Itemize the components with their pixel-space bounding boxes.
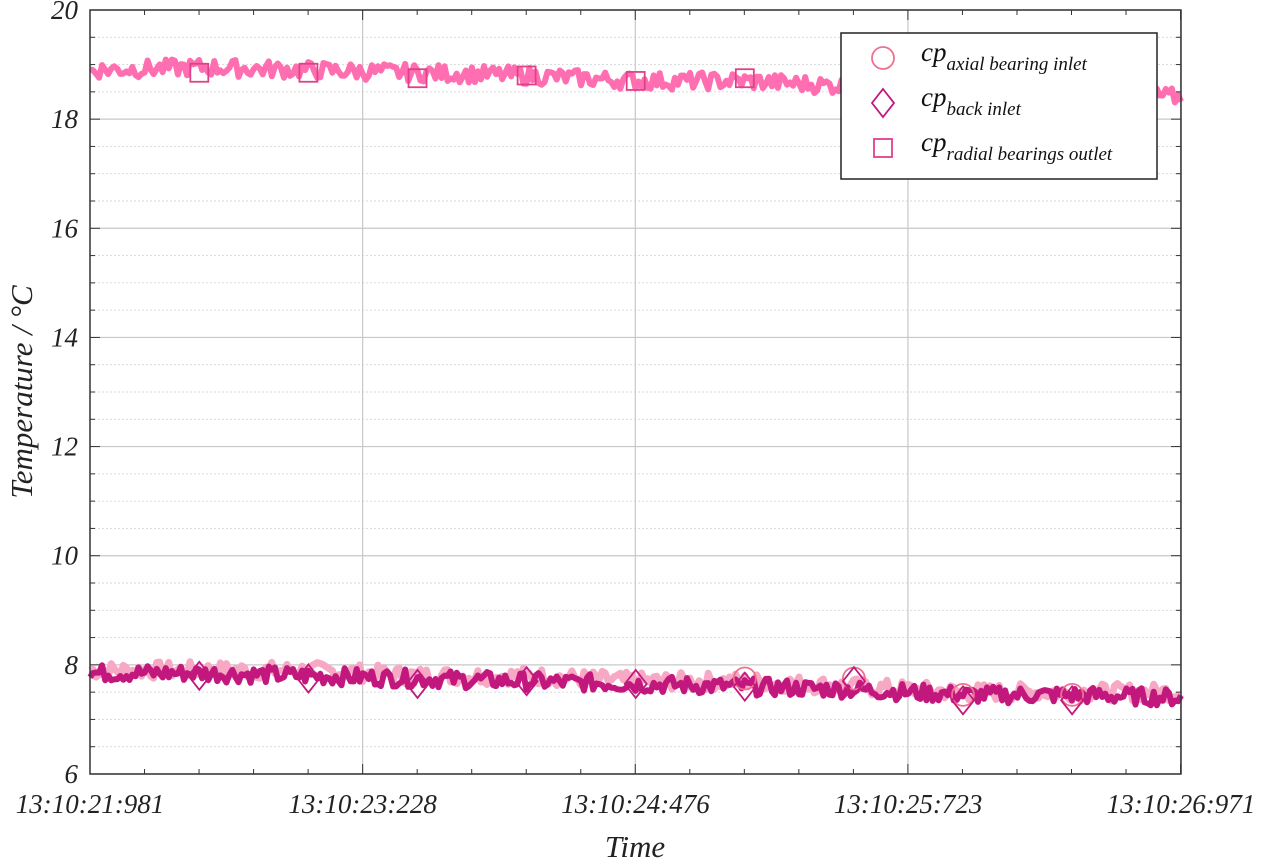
axis-ticks	[89, 9, 1182, 775]
diamond-marker	[405, 668, 430, 700]
x-tick-label: 13:10:26:971	[1107, 789, 1255, 819]
y-tick-label: 14	[51, 322, 78, 352]
x-tick-label: 13:10:25:723	[834, 789, 982, 819]
legend-circle-marker	[871, 46, 895, 70]
legend: cpaxial bearing inlet cpback inlet cpradia…	[840, 32, 1158, 180]
y-tick-label: 6	[65, 759, 79, 789]
legend-entry-label: cpback inlet	[921, 82, 1022, 120]
x-axis-title: Time	[605, 829, 666, 860]
square-marker	[407, 68, 428, 89]
legend-entry-label: cpaxial bearing inlet	[921, 37, 1088, 75]
x-tick-label: 13:10:24:476	[561, 789, 710, 819]
y-tick-label: 12	[51, 432, 78, 462]
y-tick-label: 16	[51, 213, 79, 243]
y-tick-label: 8	[65, 650, 79, 680]
square-marker	[625, 71, 646, 91]
legend-square-marker	[873, 138, 893, 158]
circle-marker	[951, 682, 975, 707]
y-axis-title: Temperature / °C	[4, 285, 39, 499]
diamond-marker	[296, 663, 321, 694]
diamond-marker	[623, 668, 648, 700]
legend-entry-label: cpradial bearings outlet	[921, 127, 1113, 165]
y-tick-label: 18	[51, 104, 79, 134]
y-tick-label: 10	[51, 541, 79, 571]
series-line-back-inlet	[87, 662, 1184, 709]
square-marker	[734, 68, 755, 89]
circle-marker	[732, 666, 757, 691]
series-markers	[187, 62, 1085, 716]
x-tick-label: 13:10:21:981	[16, 789, 164, 819]
diamond-marker	[514, 665, 539, 697]
diamond-marker	[841, 665, 867, 697]
x-tick-label: 13:10:23:228	[288, 789, 437, 819]
square-marker	[516, 65, 537, 86]
square-marker	[189, 62, 210, 83]
circle-marker	[1060, 682, 1085, 707]
legend-diamond-marker	[870, 87, 896, 119]
square-marker	[298, 62, 319, 83]
diamond-marker	[1059, 684, 1085, 716]
tick-labels: 6 8 10 12 14 16 18 20 13:10:21:981 13:10:23:228 13…	[16, 0, 1255, 819]
diamond-marker	[732, 671, 757, 703]
y-tick-label: 20	[51, 0, 79, 25]
diamond-marker	[187, 660, 212, 692]
diamond-marker	[950, 684, 976, 716]
